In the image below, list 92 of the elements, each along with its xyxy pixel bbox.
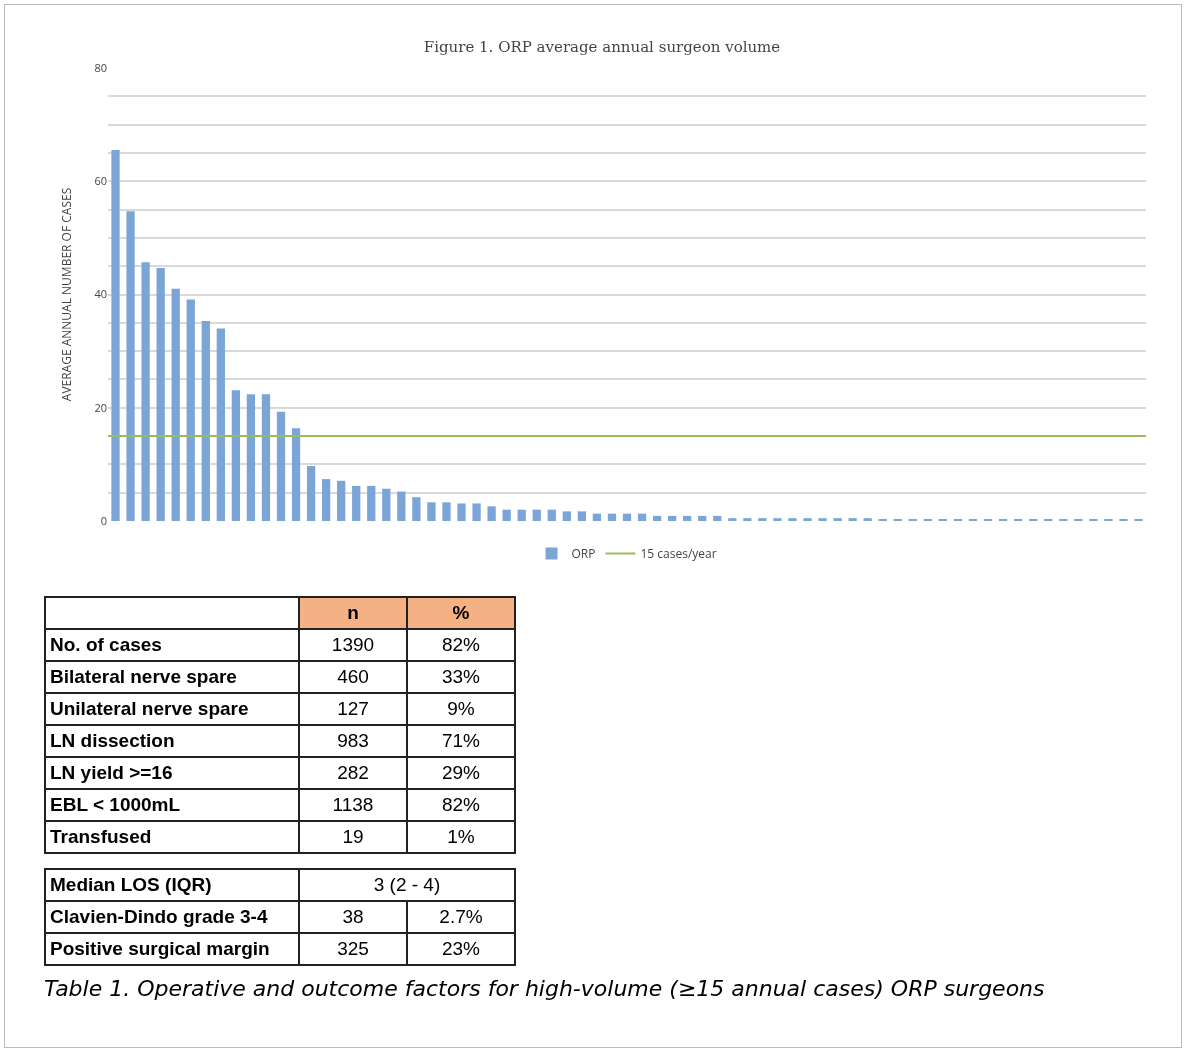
bar <box>652 515 662 521</box>
text: % <box>407 597 515 629</box>
bar <box>111 150 120 521</box>
text: Clavien-Dindo grade 3-4 <box>45 901 299 933</box>
text: 71% <box>407 725 515 757</box>
bar <box>306 466 316 521</box>
text: 82% <box>407 789 515 821</box>
legend-label: 15 cases/year <box>640 545 717 563</box>
text: Table 1. Operative and outcome factors for high-volume (≥15 annual cases) ORP surgeons <box>44 976 1046 1001</box>
text: 127 <box>299 693 407 725</box>
text: Median LOS (IQR) <box>45 869 299 901</box>
text: LN dissection <box>45 725 299 757</box>
text: Bilateral nerve spare <box>45 661 299 693</box>
bar <box>547 509 556 521</box>
bar <box>352 485 361 521</box>
bar <box>637 513 647 521</box>
bar <box>773 518 782 521</box>
bar <box>592 513 602 521</box>
bar <box>276 411 286 521</box>
text: LN yield >=16 <box>45 757 299 789</box>
text: 325 <box>299 933 407 965</box>
bar <box>337 480 346 521</box>
text: Unilateral nerve spare <box>45 693 299 725</box>
text: 23% <box>407 933 515 965</box>
bar <box>848 518 857 521</box>
bar <box>171 288 180 521</box>
chart-title: Figure 1. ORP average annual surgeon volume <box>423 38 781 57</box>
bar <box>502 509 511 521</box>
text: 1390 <box>299 629 407 661</box>
bar <box>321 479 331 521</box>
bar <box>803 518 812 521</box>
bar <box>833 518 842 521</box>
bar <box>201 321 210 521</box>
bar <box>758 518 767 521</box>
bar <box>246 394 256 521</box>
text: 2.7% <box>407 901 515 933</box>
bar <box>382 488 391 521</box>
text: 82% <box>407 629 515 661</box>
y-tick-label: 20 <box>94 399 107 415</box>
bar <box>231 390 241 521</box>
text: No. of cases <box>45 629 299 661</box>
bar <box>562 511 571 521</box>
legend-label: ORP <box>571 545 596 563</box>
text: 1138 <box>299 789 407 821</box>
y-tick-label: 80 <box>94 59 107 75</box>
text: 282 <box>299 757 407 789</box>
bar <box>156 267 165 521</box>
text: 1% <box>407 821 515 853</box>
bar <box>622 513 632 521</box>
bar <box>141 262 150 521</box>
y-tick-label: 60 <box>94 173 107 189</box>
bar <box>607 513 617 521</box>
text: EBL < 1000mL <box>45 789 299 821</box>
text: 3 (2 - 4) <box>299 869 515 901</box>
bar <box>788 518 797 521</box>
bar <box>683 515 692 521</box>
bar <box>517 509 526 521</box>
bar <box>261 394 271 521</box>
bar <box>216 328 225 521</box>
text: 19 <box>299 821 407 853</box>
text: n <box>299 597 407 629</box>
text: 33% <box>407 661 515 693</box>
bar <box>457 503 466 521</box>
text: 29% <box>407 757 515 789</box>
text: 9% <box>407 693 515 725</box>
y-tick-label: 40 <box>94 286 107 302</box>
bar <box>291 428 301 521</box>
bar <box>713 515 722 521</box>
bar <box>442 502 451 521</box>
bar <box>532 509 541 521</box>
text: Positive surgical margin <box>45 933 299 965</box>
text: 460 <box>299 661 407 693</box>
bar <box>728 518 737 521</box>
text: 38 <box>299 901 407 933</box>
y-axis-title: AVERAGE ANNUAL NUMBER OF CASES <box>57 187 75 402</box>
text: 983 <box>299 725 407 757</box>
bar <box>427 502 436 521</box>
y-tick-label: 0 <box>100 512 107 528</box>
bar <box>397 491 406 521</box>
bar <box>412 497 421 521</box>
bar <box>818 518 827 521</box>
bar <box>186 299 195 521</box>
bar <box>367 485 376 521</box>
bar <box>472 503 481 521</box>
bar <box>667 515 677 521</box>
bar <box>487 506 496 521</box>
bar <box>743 518 752 521</box>
bar <box>577 511 587 521</box>
bar <box>863 518 872 521</box>
text: Transfused <box>45 821 299 853</box>
bar <box>698 515 707 521</box>
bar <box>126 211 135 521</box>
